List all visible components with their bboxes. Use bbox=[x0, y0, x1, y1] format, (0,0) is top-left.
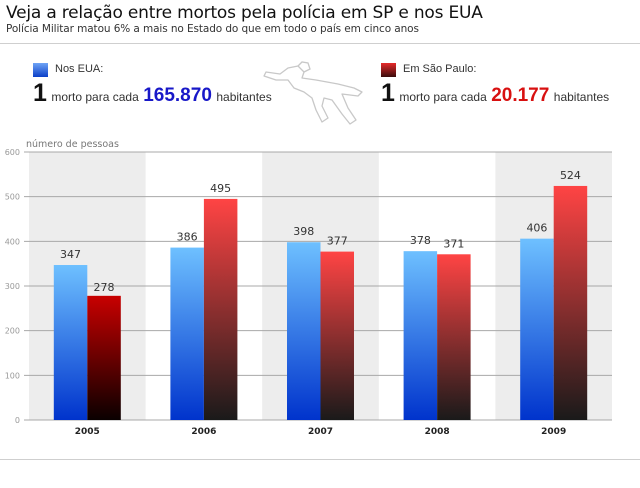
y-tick-label: 200 bbox=[5, 327, 20, 336]
bar-us bbox=[287, 242, 321, 420]
bar-sp bbox=[203, 198, 238, 420]
data-label: 406 bbox=[526, 222, 547, 235]
stat-sp-number: 20.177 bbox=[491, 85, 550, 106]
x-tick-label: 2006 bbox=[191, 427, 216, 437]
stat-us-text-after: habitantes bbox=[216, 90, 272, 104]
bar-sp bbox=[437, 254, 471, 420]
bar-us bbox=[53, 265, 88, 420]
footer-divider bbox=[0, 459, 640, 460]
stat-sp-one: 1 bbox=[381, 79, 395, 107]
data-label: 371 bbox=[443, 237, 464, 250]
legend-swatch-sp bbox=[381, 63, 396, 77]
y-axis-label: número de pessoas bbox=[26, 139, 119, 150]
data-label: 398 bbox=[293, 225, 314, 238]
data-label: 347 bbox=[60, 248, 81, 261]
data-label: 524 bbox=[560, 169, 581, 182]
y-tick-label: 100 bbox=[5, 371, 20, 380]
legend-label-us: Nos EUA: bbox=[55, 63, 104, 75]
stat-sp-text-before: morto para cada bbox=[399, 90, 487, 104]
page-title: Veja a relação entre mortos pela polícia… bbox=[6, 3, 483, 23]
y-tick-label: 300 bbox=[5, 282, 20, 291]
bar-sp bbox=[553, 185, 588, 420]
stat-sp-text-after: habitantes bbox=[553, 90, 610, 104]
bar-us bbox=[520, 238, 554, 420]
stat-us: 1 morto para cada 165.870 habitantes bbox=[33, 79, 272, 108]
legend-swatch-us bbox=[33, 63, 48, 77]
y-tick-label: 600 bbox=[5, 148, 20, 157]
body-chalk-outline-icon bbox=[263, 61, 363, 125]
stat-us-text-before: morto para cada bbox=[51, 90, 139, 104]
data-label: 278 bbox=[94, 281, 115, 294]
x-tick-label: 2008 bbox=[425, 427, 450, 437]
bar-chart: 0 100 200 300 400 500 600 347 278 2005 386 495 2006… bbox=[5, 139, 612, 437]
x-tick-label: 2005 bbox=[75, 427, 100, 437]
x-tick-label: 2007 bbox=[308, 427, 333, 437]
legend-label-sp: Em São Paulo: bbox=[403, 63, 477, 75]
header-divider bbox=[0, 43, 640, 44]
data-label: 386 bbox=[177, 231, 198, 244]
data-label: 377 bbox=[327, 235, 348, 248]
page-subtitle: Polícia Militar matou 6% a mais no Estad… bbox=[6, 23, 419, 35]
bar-us bbox=[403, 251, 438, 420]
stat-us-number: 165.870 bbox=[143, 85, 212, 106]
x-tick-label: 2009 bbox=[541, 427, 566, 437]
y-tick-label: 0 bbox=[15, 416, 20, 425]
data-label: 378 bbox=[410, 234, 431, 247]
bar-sp bbox=[320, 251, 354, 420]
data-label: 495 bbox=[210, 182, 231, 195]
y-tick-label: 500 bbox=[5, 193, 20, 202]
stat-sp: 1 morto para cada 20.177 habitantes bbox=[381, 79, 609, 108]
stat-us-one: 1 bbox=[33, 79, 47, 107]
bar-us bbox=[170, 247, 204, 420]
y-tick-label: 400 bbox=[5, 237, 20, 246]
bar-sp bbox=[87, 295, 121, 420]
